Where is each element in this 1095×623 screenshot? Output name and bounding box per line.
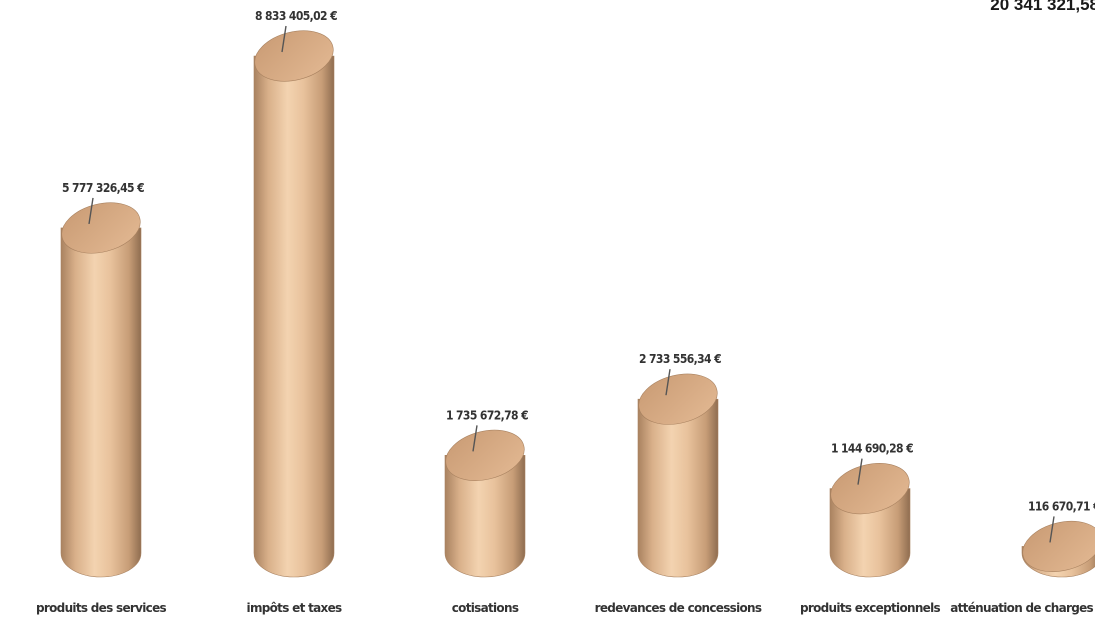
leader-line — [472, 425, 478, 452]
bar-top — [830, 463, 910, 515]
category-label: produits des services — [36, 601, 166, 615]
bar-top — [445, 429, 525, 481]
bar-top — [61, 202, 141, 254]
bars-layer: 5 777 326,45 € produits des services 8 833… — [36, 9, 1095, 615]
bar-cylinder: 5 777 326,45 € — [60, 181, 145, 578]
category-label: impôts et taxes — [247, 601, 342, 615]
value-label: 116 670,71 € — [1028, 499, 1095, 513]
value-label: 8 833 405,02 € — [255, 9, 337, 23]
leader-line — [88, 197, 94, 225]
bar-body — [637, 398, 719, 578]
leader-line — [857, 458, 863, 485]
category-label: produits exceptionnels — [800, 601, 941, 615]
total-label: 20 341 321,58 — [990, 0, 1095, 14]
bar-top — [1022, 520, 1095, 572]
leader-line — [1049, 516, 1055, 543]
bar-cylinder: 116 670,71 € — [1021, 499, 1095, 578]
bar-body — [253, 55, 335, 578]
leader-line — [281, 25, 287, 53]
bar-cylinder: 1 144 690,28 € — [829, 442, 914, 578]
bar-body — [444, 455, 526, 578]
value-label: 1 735 672,78 € — [446, 408, 528, 422]
bar-top — [254, 30, 334, 82]
leader-line — [665, 369, 671, 396]
category-label: redevances de concessions — [595, 601, 762, 615]
category-label: cotisations — [452, 601, 519, 615]
category-label: atténuation de charges — [950, 601, 1093, 615]
value-label: 5 777 326,45 € — [62, 181, 144, 195]
bar-cylinder: 8 833 405,02 € — [253, 9, 338, 578]
value-label: 1 144 690,28 € — [831, 442, 913, 456]
bar-body — [60, 227, 142, 578]
bar-top — [638, 373, 718, 425]
value-label: 2 733 556,34 € — [639, 352, 721, 366]
bar-cylinder: 1 735 672,78 € — [444, 408, 529, 578]
bar-cylinder: 2 733 556,34 € — [637, 352, 722, 578]
